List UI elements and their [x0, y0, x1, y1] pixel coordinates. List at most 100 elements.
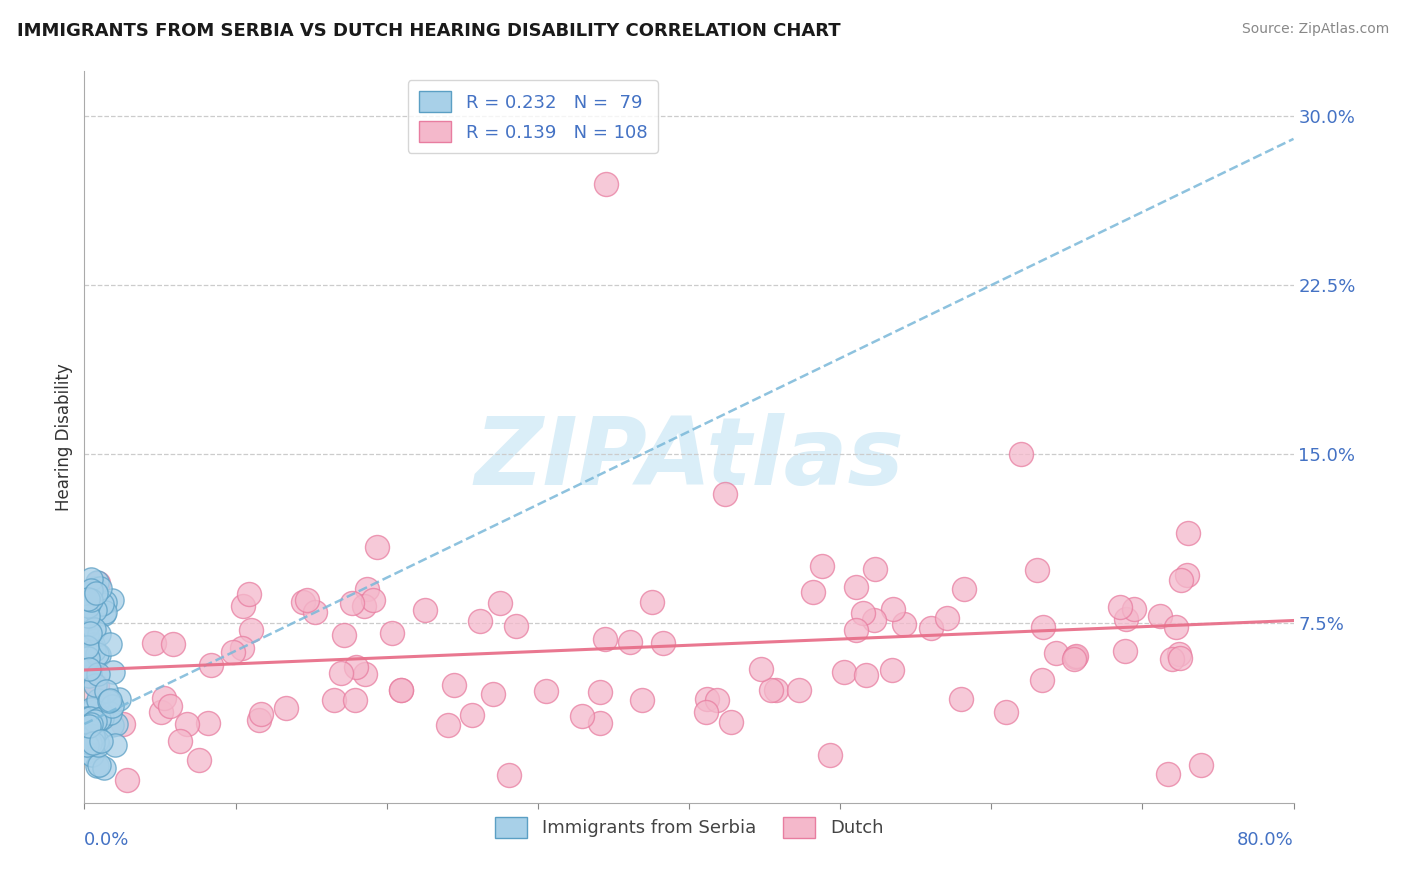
Point [89, 758, 111, 772]
Point [1168, 651, 1191, 665]
Text: IMMIGRANTS FROM SERBIA VS DUTCH HEARING DISABILITY CORRELATION CHART: IMMIGRANTS FROM SERBIA VS DUTCH HEARING … [17, 22, 841, 40]
Point [80, 586, 103, 600]
Point [76, 711, 98, 725]
Point [1175, 568, 1198, 582]
Point [162, 638, 184, 652]
Point [363, 593, 385, 607]
Point [75, 603, 97, 617]
Point [1064, 650, 1087, 665]
Point [832, 665, 855, 679]
Point [443, 678, 465, 692]
Point [98, 692, 121, 706]
Point [356, 582, 378, 596]
Point [115, 773, 138, 788]
Point [344, 660, 367, 674]
Point [76, 738, 98, 752]
Point [862, 613, 884, 627]
Y-axis label: Hearing Disability: Hearing Disability [55, 363, 73, 511]
Point [413, 602, 436, 616]
Point [87, 576, 110, 591]
Point [231, 640, 253, 655]
Point [200, 657, 222, 672]
Point [112, 716, 135, 731]
Point [1115, 612, 1137, 626]
Point [159, 699, 181, 714]
Point [571, 708, 593, 723]
Point [1160, 652, 1182, 666]
Point [1108, 600, 1130, 615]
Point [176, 717, 198, 731]
Point [103, 665, 125, 679]
Point [652, 636, 675, 650]
Point [80, 716, 103, 731]
Text: Source: ZipAtlas.com: Source: ZipAtlas.com [1241, 22, 1389, 37]
Point [83, 678, 105, 692]
Point [82, 740, 104, 755]
Legend: Immigrants from Serbia, Dutch: Immigrants from Serbia, Dutch [488, 810, 890, 845]
Point [84, 714, 107, 729]
Point [98, 706, 121, 721]
Point [83, 622, 105, 636]
Point [619, 635, 641, 649]
Point [73, 601, 96, 615]
Point [79, 626, 101, 640]
Text: 80.0%: 80.0% [1237, 830, 1294, 848]
Point [882, 602, 904, 616]
Point [749, 662, 772, 676]
Point [82, 729, 104, 743]
Point [76, 734, 98, 748]
Point [1063, 651, 1085, 665]
Point [1114, 644, 1136, 658]
Point [169, 734, 191, 748]
Point [1157, 766, 1180, 780]
Point [79, 611, 101, 625]
Point [90, 734, 112, 748]
Point [84, 581, 107, 595]
Point [75, 649, 97, 664]
Point [142, 636, 165, 650]
Point [1045, 646, 1067, 660]
Point [695, 706, 717, 720]
Point [696, 692, 718, 706]
Point [247, 713, 270, 727]
Point [188, 754, 211, 768]
Point [893, 617, 915, 632]
Point [83, 730, 105, 744]
Point [197, 715, 219, 730]
Point [640, 595, 662, 609]
Point [149, 705, 172, 719]
Point [83, 642, 105, 657]
Point [498, 767, 520, 781]
Point [82, 735, 104, 749]
Point [75, 745, 97, 759]
Point [80, 731, 103, 746]
Point [470, 615, 492, 629]
Point [98, 637, 121, 651]
Point [93, 761, 115, 775]
Point [87, 715, 110, 730]
Point [93, 607, 115, 622]
Point [90, 711, 112, 725]
Point [920, 621, 942, 635]
Point [1066, 649, 1088, 664]
Point [80, 583, 103, 598]
Point [589, 685, 612, 699]
Point [304, 605, 326, 619]
Point [995, 705, 1018, 719]
Point [505, 619, 527, 633]
Point [86, 574, 108, 589]
Point [589, 716, 612, 731]
Point [381, 626, 404, 640]
Text: 0.0%: 0.0% [84, 830, 129, 848]
Point [1123, 602, 1146, 616]
Point [322, 692, 344, 706]
Point [354, 667, 377, 681]
Point [86, 647, 108, 661]
Point [87, 627, 110, 641]
Point [481, 687, 503, 701]
Point [366, 540, 388, 554]
Point [1168, 647, 1191, 661]
Point [73, 591, 96, 606]
Point [108, 692, 131, 706]
Point [87, 712, 110, 726]
